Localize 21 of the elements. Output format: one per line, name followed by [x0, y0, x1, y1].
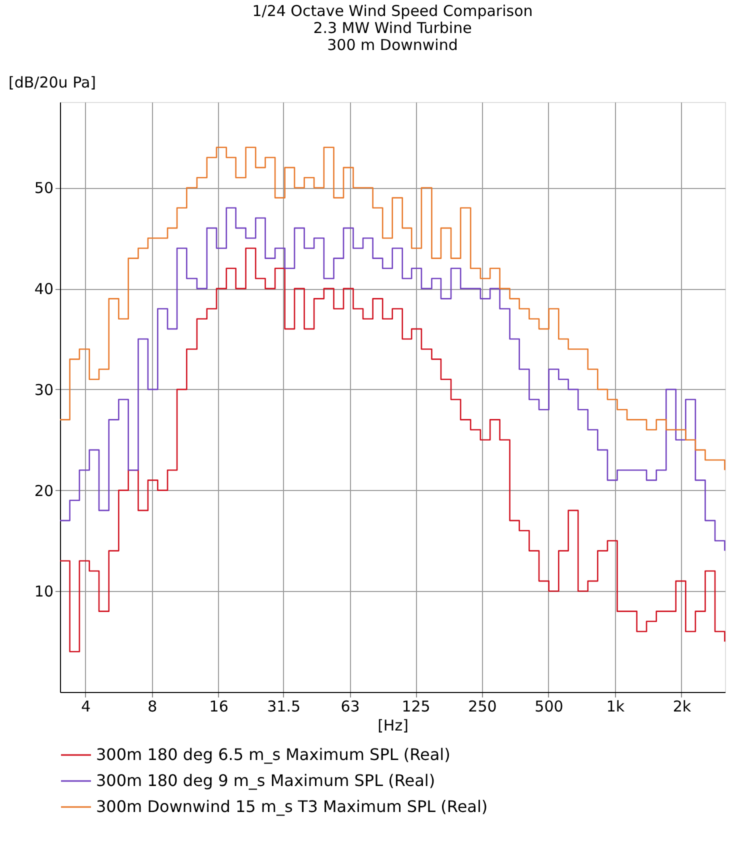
x-tick-label: 1k — [606, 698, 625, 716]
x-tick-label: 500 — [534, 698, 564, 716]
legend-label: 300m 180 deg 9 m_s Maximum SPL (Real) — [96, 771, 436, 790]
legend-label: 300m Downwind 15 m_s T3 Maximum SPL (Real) — [96, 797, 488, 816]
x-tick-label: 125 — [402, 698, 430, 716]
y-tick-label: 20 — [34, 482, 54, 500]
x-tick-label: 4 — [81, 698, 91, 716]
y-axis-title: [dB/20u Pa] — [8, 74, 96, 92]
y-tick-label: 50 — [34, 179, 54, 198]
x-tick-label: 31.5 — [267, 698, 301, 716]
legend-label: 300m 180 deg 6.5 m_s Maximum SPL (Real) — [96, 745, 450, 764]
chart-title: 1/24 Octave Wind Speed Comparison 2.3 MW Wind Turbine 300 m Downwind — [252, 2, 533, 54]
x-tick-label: 250 — [468, 698, 497, 716]
x-axis-title: [Hz] — [378, 716, 408, 734]
y-tick-label: 10 — [34, 582, 54, 601]
y-tick-label: 30 — [34, 380, 54, 399]
x-tick-label: 16 — [209, 698, 228, 716]
x-tick-label: 2k — [672, 698, 692, 716]
x-tick-label: 63 — [340, 698, 360, 716]
y-tick-label: 40 — [34, 280, 54, 298]
x-tick-label: 8 — [148, 698, 158, 716]
